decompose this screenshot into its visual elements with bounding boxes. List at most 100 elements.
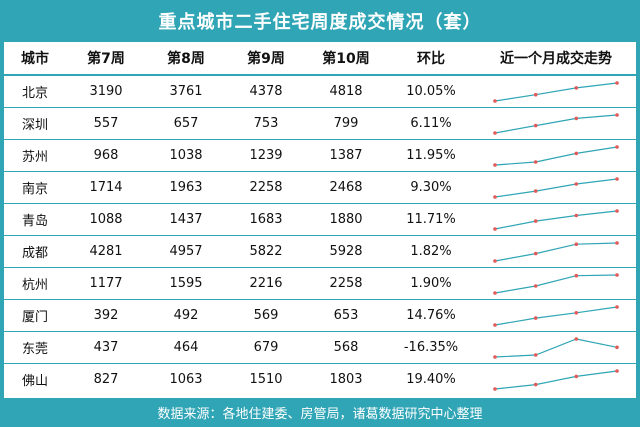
trend-point xyxy=(574,213,579,217)
trend-line xyxy=(494,81,618,102)
trend-point xyxy=(533,382,538,386)
trend-line xyxy=(494,273,618,294)
cell-week10: 1387 xyxy=(306,139,386,172)
trend-point xyxy=(615,304,619,309)
trend-line xyxy=(494,337,618,358)
table-row: 杭州 1177 1595 2216 2258 1.90% xyxy=(4,267,636,300)
trend-point xyxy=(615,176,619,181)
header-row: 城市 第7周 第8周 第9周 第10周 环比 近一个月成交走势 xyxy=(4,42,636,76)
col-header-week10: 第10周 xyxy=(306,42,386,76)
col-header-week8: 第8周 xyxy=(146,42,226,76)
table-panel: 城市 第7周 第8周 第9周 第10周 环比 近一个月成交走势 北京 3190 37… xyxy=(4,42,636,398)
trend-sparkline xyxy=(493,336,619,359)
trend-point xyxy=(574,310,579,315)
cell-mom: 6.11% xyxy=(386,107,476,140)
trend-point xyxy=(574,374,579,378)
cell-mom: 9.30% xyxy=(386,171,476,204)
cell-mom: 19.40% xyxy=(406,372,456,387)
trend-sparkline xyxy=(493,368,619,391)
trend-point xyxy=(533,188,538,193)
cell-trend xyxy=(476,171,636,204)
col-header-mom: 环比 xyxy=(386,42,476,76)
trend-point xyxy=(574,151,579,155)
trend-point xyxy=(533,218,538,223)
cell-trend xyxy=(476,331,636,364)
trend-point xyxy=(493,98,497,103)
trend-sparkline xyxy=(493,304,619,327)
col-header-trend: 近一个月成交走势 xyxy=(476,42,636,76)
trend-sparkline xyxy=(493,80,619,103)
cell-city: 苏州 xyxy=(4,139,66,172)
trend-point xyxy=(574,181,579,186)
cell-week10: 4818 xyxy=(306,75,386,108)
cell-week10: 2468 xyxy=(306,171,386,204)
cell-mom: 11.95% xyxy=(386,139,476,172)
cell-trend xyxy=(476,203,636,236)
cell-week7: 1177 xyxy=(66,267,146,300)
trend-point xyxy=(574,273,579,277)
cell-week10: 5928 xyxy=(306,235,386,268)
cell-trend xyxy=(476,299,636,332)
trend-point xyxy=(533,251,538,255)
trend-point xyxy=(493,322,497,327)
trend-point xyxy=(533,123,538,127)
trend-point xyxy=(533,92,538,96)
trend-point xyxy=(615,240,619,245)
cell-week9: 4378 xyxy=(226,75,306,108)
trend-point xyxy=(574,116,579,120)
cell-trend xyxy=(476,139,636,172)
trend-point xyxy=(615,208,619,213)
cell-week10: 568 xyxy=(306,331,386,364)
trend-point xyxy=(615,144,619,149)
trend-sparkline xyxy=(493,240,619,263)
col-header-week9: 第9周 xyxy=(226,42,306,76)
cell-week10: 1803 xyxy=(329,372,363,387)
table-body: 北京 3190 3761 4378 4818 10.05% 深圳 557 657 753 799 6.… xyxy=(4,75,636,395)
trend-point xyxy=(493,194,497,199)
table-row: 南京 1714 1963 2258 2468 9.30% xyxy=(4,171,636,204)
cell-mom: 1.90% xyxy=(386,267,476,300)
trend-line xyxy=(494,177,618,198)
cell-city: 佛山 xyxy=(21,374,48,389)
cell-week7: 437 xyxy=(66,331,146,364)
trend-line xyxy=(494,305,618,326)
trend-point xyxy=(493,386,497,391)
table-row: 厦门 392 492 569 653 14.76% xyxy=(4,299,636,332)
trend-sparkline xyxy=(493,176,619,199)
cell-week8: 492 xyxy=(146,299,226,332)
cell-week8: 3761 xyxy=(146,75,226,108)
cell-week8: 1963 xyxy=(146,171,226,204)
trend-line xyxy=(494,209,618,230)
cell-week7: 4281 xyxy=(66,235,146,268)
cell-week7: 968 xyxy=(66,139,146,172)
cell-week8: 4957 xyxy=(146,235,226,268)
cell-week8: 1437 xyxy=(146,203,226,236)
trend-line xyxy=(494,145,618,166)
trend-point xyxy=(615,112,619,117)
trend-point xyxy=(493,354,497,359)
cell-mom: 11.71% xyxy=(386,203,476,236)
trend-point xyxy=(533,315,538,320)
trend-point xyxy=(574,241,579,246)
trend-line xyxy=(494,113,618,134)
table-row: 成都 4281 4957 5822 5928 1.82% xyxy=(4,235,636,268)
cell-week7: 827 xyxy=(93,372,119,387)
cell-week9: 569 xyxy=(226,299,306,332)
cell-week8: 1038 xyxy=(146,139,226,172)
trend-sparkline xyxy=(493,144,619,167)
cell-city: 杭州 xyxy=(4,267,66,300)
cell-city: 东莞 xyxy=(4,331,66,364)
cell-week8: 1595 xyxy=(146,267,226,300)
trend-sparkline xyxy=(493,112,619,135)
trend-point xyxy=(493,226,497,231)
cell-mom: 10.05% xyxy=(386,75,476,108)
cell-trend xyxy=(476,75,636,108)
table-row: 青岛 1088 1437 1683 1880 11.71% xyxy=(4,203,636,236)
cell-city: 青岛 xyxy=(4,203,66,236)
cell-trend xyxy=(476,364,636,396)
cell-week10: 1880 xyxy=(306,203,386,236)
cell-city: 厦门 xyxy=(4,299,66,332)
cell-city: 深圳 xyxy=(4,107,66,140)
cell-city: 北京 xyxy=(4,75,66,108)
